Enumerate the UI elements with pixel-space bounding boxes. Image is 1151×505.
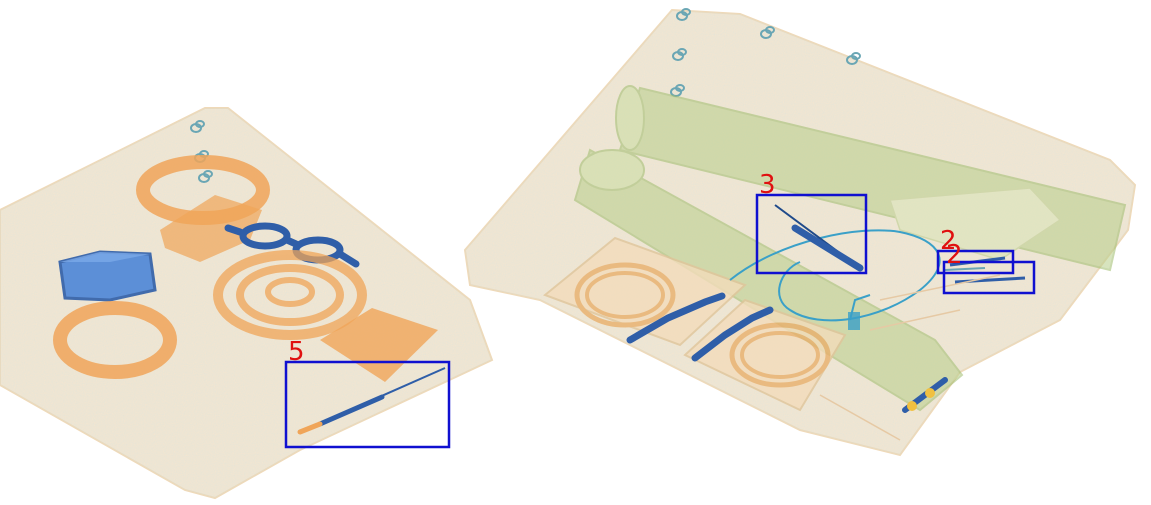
wire-loop [729,229,941,322]
green-tubes [573,85,1127,412]
knife-item-3 [774,204,864,272]
orange-ring [53,301,177,379]
annotation-labels: 3 2 2 5 [288,170,963,367]
blue-box [58,250,157,302]
orange-package [320,308,438,382]
connector-plug [848,312,860,330]
frame-rails [819,274,1001,441]
orange-bowl [136,155,270,262]
zipper-icons [670,8,861,97]
detection-box-3 [755,193,868,275]
coiled-cables [543,236,847,412]
coil-rings [213,250,367,340]
detection-box-2b [942,260,1036,295]
detection-label-5: 5 [288,337,305,367]
detection-label-2a: 2 [940,226,957,256]
knife-item [297,367,446,435]
buckle-item [902,377,948,413]
right-bag [463,8,1137,457]
detection-box-5 [284,360,451,449]
left-bag [0,107,494,500]
annotations [284,193,1036,449]
detection-label-2b: 2 [946,240,963,270]
zipper-chains [626,292,774,362]
detection-label-3: 3 [759,170,776,200]
